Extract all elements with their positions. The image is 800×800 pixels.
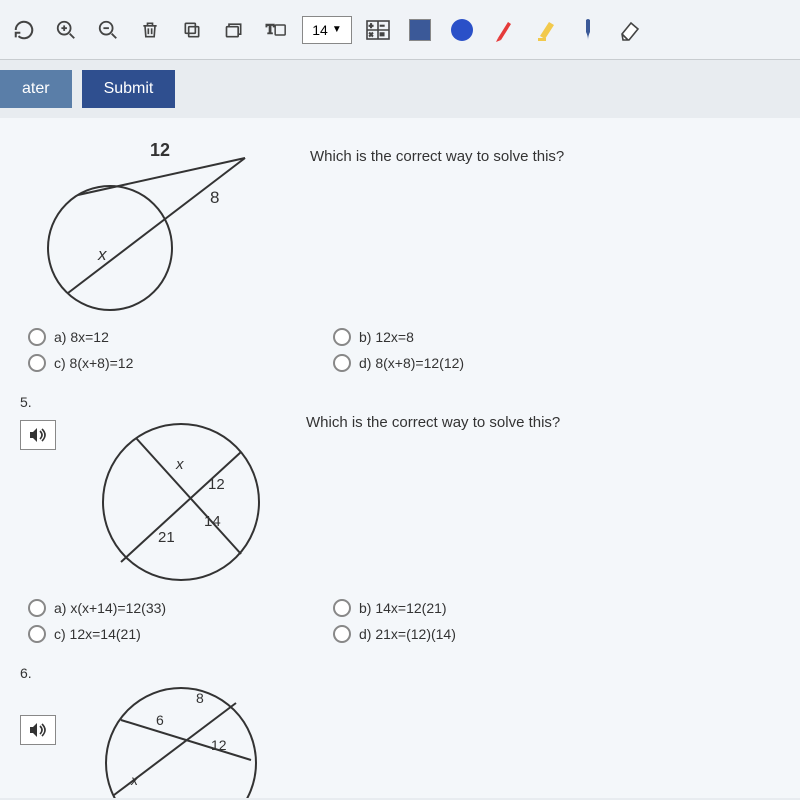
- radio-icon: [333, 599, 351, 617]
- oval-tool-icon[interactable]: [446, 14, 478, 46]
- q6-number: 6.: [20, 665, 780, 681]
- q4-option-c[interactable]: c) 8(x+8)=12: [28, 354, 283, 372]
- later-button[interactable]: ater: [0, 70, 72, 108]
- question-4: 12 8 x Which is the correct way to solve…: [20, 138, 780, 372]
- svg-text:=: =: [380, 32, 384, 39]
- svg-text:T: T: [266, 21, 274, 36]
- svg-text:8: 8: [210, 188, 219, 207]
- radio-icon: [333, 328, 351, 346]
- q5-option-d[interactable]: d) 21x=(12)(14): [333, 625, 588, 643]
- svg-text:x: x: [130, 772, 139, 788]
- refresh-icon[interactable]: [8, 14, 40, 46]
- question-5: x 12 14 21 Which is the correct way to s…: [20, 414, 780, 643]
- svg-text:12: 12: [211, 737, 227, 753]
- radio-icon: [333, 354, 351, 372]
- question-6: 8 6 12 x: [20, 685, 780, 795]
- radio-icon: [28, 625, 46, 643]
- chevron-down-icon: ▼: [332, 24, 342, 35]
- svg-text:×: ×: [369, 32, 373, 39]
- toolbar: T 14 ▼ +−× =: [0, 0, 800, 60]
- trash-icon[interactable]: [134, 14, 166, 46]
- radio-icon: [333, 625, 351, 643]
- copy-icon[interactable]: [176, 14, 208, 46]
- svg-text:12: 12: [150, 140, 170, 160]
- text-box-icon[interactable]: [218, 14, 250, 46]
- q5-options: a) x(x+14)=12(33) b) 14x=12(21) c) 12x=1…: [28, 599, 588, 643]
- pen-red-icon[interactable]: [488, 14, 520, 46]
- q4-options: a) 8x=12 b) 12x=8 c) 8(x+8)=12 d) 8(x+8)…: [28, 328, 588, 372]
- radio-icon: [28, 599, 46, 617]
- font-size-select[interactable]: 14 ▼: [302, 16, 352, 44]
- q5-prompt: Which is the correct way to solve this?: [306, 414, 560, 431]
- svg-text:−: −: [380, 23, 384, 30]
- radio-icon: [28, 328, 46, 346]
- radio-icon: [28, 354, 46, 372]
- svg-text:8: 8: [196, 690, 204, 706]
- svg-text:6: 6: [156, 712, 164, 728]
- svg-text:x: x: [175, 456, 184, 473]
- highlighter-icon[interactable]: [530, 14, 562, 46]
- audio-button[interactable]: [20, 715, 56, 745]
- q4-option-d[interactable]: d) 8(x+8)=12(12): [333, 354, 588, 372]
- content-area: 12 8 x Which is the correct way to solve…: [0, 118, 800, 798]
- svg-text:12: 12: [208, 476, 225, 493]
- q4-option-a[interactable]: a) 8x=12: [28, 328, 283, 346]
- q5-option-a[interactable]: a) x(x+14)=12(33): [28, 599, 283, 617]
- q6-diagram: 8 6 12 x: [86, 685, 276, 785]
- zoom-in-icon[interactable]: [50, 14, 82, 46]
- q4-prompt: Which is the correct way to solve this?: [310, 148, 564, 165]
- action-buttons: ater Submit: [0, 60, 800, 118]
- q5-diagram: x 12 14 21: [86, 414, 276, 589]
- q5-option-c[interactable]: c) 12x=14(21): [28, 625, 283, 643]
- zoom-out-icon[interactable]: [92, 14, 124, 46]
- q4-diagram: 12 8 x: [20, 138, 280, 318]
- q5-number: 5.: [20, 394, 780, 410]
- color-swatch[interactable]: [404, 14, 436, 46]
- equation-icon[interactable]: +−× =: [362, 14, 394, 46]
- svg-text:x: x: [97, 245, 107, 264]
- audio-button[interactable]: [20, 420, 56, 450]
- svg-text:14: 14: [204, 513, 221, 530]
- svg-text:+: +: [369, 23, 373, 30]
- submit-button[interactable]: Submit: [82, 70, 176, 108]
- q4-option-b[interactable]: b) 12x=8: [333, 328, 588, 346]
- svg-text:21: 21: [158, 529, 175, 546]
- eraser-icon[interactable]: [614, 14, 646, 46]
- text-tool-icon[interactable]: T: [260, 14, 292, 46]
- pen-blue-icon[interactable]: [572, 14, 604, 46]
- q5-option-b[interactable]: b) 14x=12(21): [333, 599, 588, 617]
- font-size-value: 14: [312, 22, 328, 38]
